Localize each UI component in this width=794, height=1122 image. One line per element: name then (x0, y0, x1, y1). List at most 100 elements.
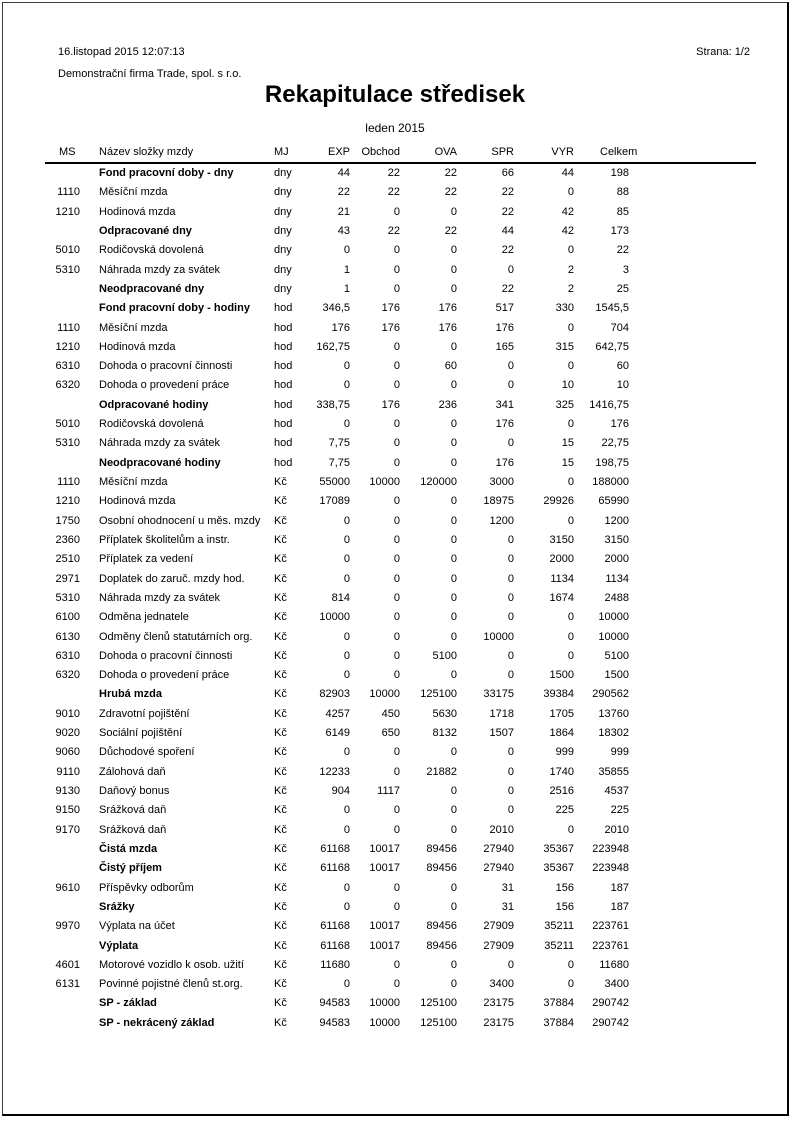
cell-spr: 0 (507, 437, 514, 450)
cell-obchod: 22 (387, 186, 400, 199)
cell-ova: 0 (450, 263, 457, 276)
table-row: 2360 Příplatek školitelům a instr. Kč 0 … (45, 531, 756, 550)
cell-vyr: 325 (555, 398, 574, 411)
cell-vyr: 999 (555, 746, 574, 759)
cell-obchod: 0 (393, 804, 400, 817)
table-header-row: MS Název složky mzdy MJ EXP Obchod OVA S… (45, 145, 756, 164)
table-row: 1210 Hodinová mzda dny 21 0 0 22 42 85 (45, 203, 756, 222)
cell-vyr: 39384 (543, 688, 574, 701)
cell-obchod: 0 (393, 205, 400, 218)
cell-obchod: 0 (393, 591, 400, 604)
cell-ova: 0 (450, 379, 457, 392)
report-table: MS Název složky mzdy MJ EXP Obchod OVA S… (45, 145, 756, 1033)
cell-spr: 0 (507, 746, 514, 759)
cell-ms: 5010 (55, 418, 80, 431)
cell-celkem: 290562 (592, 688, 629, 701)
cell-name: Příplatek za vedení (99, 553, 194, 566)
cell-vyr: 330 (555, 302, 574, 315)
cell-spr: 0 (507, 533, 514, 546)
table-row: Čistá mzda Kč 61168 10017 89456 27940 35… (45, 840, 756, 859)
cell-celkem: 3150 (604, 533, 629, 546)
cell-spr: 0 (507, 263, 514, 276)
cell-celkem: 188000 (592, 476, 629, 488)
cell-obchod: 10017 (369, 862, 400, 875)
cell-spr: 1507 (489, 727, 514, 740)
cell-mj: dny (274, 244, 292, 257)
cell-ms: 5310 (55, 437, 80, 450)
cell-obchod: 0 (393, 437, 400, 450)
table-row: Fond pracovní doby - hodiny hod 346,5 17… (45, 299, 756, 318)
cell-vyr: 42 (561, 205, 574, 218)
cell-mj: dny (274, 205, 292, 218)
table-row: 5310 Náhrada mzdy za svátek hod 7,75 0 0… (45, 434, 756, 453)
cell-vyr: 29926 (543, 495, 574, 508)
table-row: 6320 Dohoda o provedení práce hod 0 0 0 … (45, 376, 756, 395)
cell-exp: 814 (331, 591, 350, 604)
cell-mj: Kč (274, 727, 287, 740)
cell-vyr: 35367 (543, 862, 574, 875)
cell-name: Náhrada mzdy za svátek (99, 263, 221, 276)
cell-celkem: 10 (616, 379, 629, 392)
cell-mj: dny (274, 224, 292, 237)
cell-vyr: 15 (561, 437, 574, 450)
cell-ova: 120000 (420, 476, 457, 488)
cell-celkem: 1200 (604, 514, 629, 527)
table-row: 9610 Příspěvky odborům Kč 0 0 0 31 156 1… (45, 879, 756, 898)
cell-name: Výplata na účet (99, 920, 175, 933)
cell-spr: 22 (501, 244, 514, 257)
cell-ms: 6320 (55, 669, 80, 682)
cell-mj: Kč (274, 978, 287, 991)
cell-obchod: 0 (393, 823, 400, 836)
cell-spr: 23175 (483, 1016, 514, 1029)
cell-ms: 9060 (55, 746, 80, 759)
cell-celkem: 4537 (604, 785, 629, 797)
cell-ms: 2510 (55, 553, 80, 566)
cell-mj: Kč (274, 707, 287, 720)
cell-exp: 1 (343, 282, 350, 295)
cell-ova: 5100 (432, 649, 457, 662)
cell-exp: 6149 (325, 727, 350, 740)
cell-ms: 6320 (55, 379, 80, 392)
cell-name: Dohoda o pracovní činnosti (99, 649, 233, 662)
cell-vyr: 0 (567, 514, 574, 527)
cell-name: Hodinová mzda (99, 205, 176, 218)
table-row: 1110 Měsíční mzda Kč 55000 10000 120000 … (45, 473, 756, 492)
cell-celkem: 10000 (598, 611, 629, 624)
report-table-body: Fond pracovní doby - dny dny 44 22 22 66… (45, 164, 756, 1033)
cell-mj: hod (274, 340, 293, 353)
cell-vyr: 0 (567, 630, 574, 643)
cell-exp: 338,75 (316, 398, 350, 411)
cell-spr: 176 (495, 321, 514, 334)
cell-mj: hod (274, 418, 293, 431)
cell-spr: 31 (501, 900, 514, 913)
cell-ms: 9130 (55, 785, 80, 797)
cell-exp: 0 (343, 823, 350, 836)
cell-spr: 0 (507, 958, 514, 971)
table-row: 9060 Důchodové spoření Kč 0 0 0 0 999 99… (45, 743, 756, 762)
cell-ova: 0 (450, 591, 457, 604)
table-row: 6131 Povinné pojistné členů st.org. Kč 0… (45, 975, 756, 994)
cell-ova: 22 (444, 167, 457, 179)
cell-exp: 0 (343, 669, 350, 682)
cell-spr: 27940 (483, 842, 514, 855)
cell-vyr: 0 (567, 476, 574, 488)
cell-exp: 17089 (319, 495, 350, 508)
cell-ms: 5010 (55, 244, 80, 257)
cell-name: Měsíční mzda (99, 321, 168, 334)
table-row: 9150 Srážková daň Kč 0 0 0 0 225 225 (45, 801, 756, 820)
cell-vyr: 2 (567, 263, 574, 276)
report-title: Rekapitulace středisek (264, 81, 526, 108)
cell-vyr: 1134 (550, 572, 574, 585)
cell-ms: 2971 (55, 572, 80, 585)
cell-mj: Kč (274, 630, 287, 643)
cell-spr: 2010 (489, 823, 514, 836)
cell-obchod: 0 (393, 630, 400, 643)
cell-ms: 9110 (56, 765, 80, 778)
cell-vyr: 37884 (543, 997, 574, 1010)
cell-vyr: 1674 (549, 591, 574, 604)
cell-vyr: 156 (555, 881, 574, 894)
cell-celkem: 10000 (598, 630, 629, 643)
table-row: 9020 Sociální pojištění Kč 6149 650 8132… (45, 724, 756, 743)
cell-obchod: 10017 (369, 920, 400, 933)
cell-spr: 33175 (483, 688, 514, 701)
